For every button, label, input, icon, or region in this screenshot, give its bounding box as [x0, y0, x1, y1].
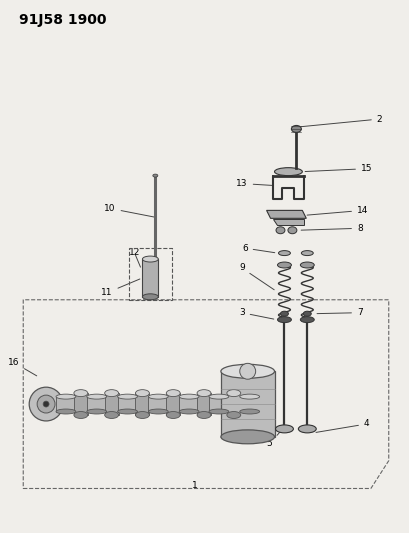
- Text: 2: 2: [300, 115, 382, 127]
- Circle shape: [43, 401, 49, 407]
- Ellipse shape: [303, 311, 310, 316]
- Polygon shape: [272, 219, 303, 225]
- Ellipse shape: [104, 390, 118, 397]
- Bar: [166, 393, 180, 415]
- Ellipse shape: [300, 317, 313, 322]
- Text: 6: 6: [241, 244, 274, 253]
- Ellipse shape: [277, 262, 291, 268]
- Ellipse shape: [74, 390, 88, 397]
- Bar: [179, 397, 198, 411]
- Ellipse shape: [209, 409, 228, 414]
- Ellipse shape: [179, 394, 198, 399]
- Ellipse shape: [166, 390, 180, 397]
- Text: 1: 1: [192, 481, 198, 490]
- Bar: [209, 397, 228, 411]
- Ellipse shape: [117, 409, 137, 414]
- Ellipse shape: [220, 430, 274, 444]
- Bar: [142, 259, 158, 297]
- Ellipse shape: [280, 311, 288, 316]
- Bar: [220, 372, 274, 437]
- Text: 11: 11: [101, 279, 139, 297]
- Ellipse shape: [135, 411, 149, 418]
- Ellipse shape: [300, 262, 313, 268]
- Text: 14: 14: [306, 206, 367, 215]
- Circle shape: [37, 395, 55, 413]
- Bar: [128, 248, 172, 300]
- Ellipse shape: [153, 259, 157, 262]
- Ellipse shape: [166, 411, 180, 418]
- Text: 16: 16: [8, 358, 37, 376]
- Ellipse shape: [239, 409, 259, 414]
- Ellipse shape: [117, 394, 137, 399]
- Text: 7: 7: [316, 308, 362, 317]
- Bar: [135, 393, 149, 415]
- Ellipse shape: [142, 294, 158, 300]
- Ellipse shape: [291, 125, 301, 132]
- Ellipse shape: [87, 409, 106, 414]
- Polygon shape: [266, 211, 306, 219]
- Ellipse shape: [87, 394, 106, 399]
- Text: 9: 9: [238, 263, 274, 290]
- Ellipse shape: [275, 425, 293, 433]
- Ellipse shape: [135, 390, 149, 397]
- Text: 12: 12: [128, 248, 139, 256]
- Bar: [197, 393, 211, 415]
- Ellipse shape: [274, 168, 301, 175]
- Ellipse shape: [56, 409, 76, 414]
- Ellipse shape: [148, 394, 168, 399]
- Bar: [87, 397, 106, 411]
- Ellipse shape: [301, 251, 312, 256]
- Ellipse shape: [179, 409, 198, 414]
- Ellipse shape: [148, 409, 168, 414]
- Ellipse shape: [74, 411, 88, 418]
- Ellipse shape: [287, 227, 296, 234]
- Ellipse shape: [209, 394, 228, 399]
- Text: 4: 4: [315, 419, 369, 432]
- Bar: [117, 397, 137, 411]
- Ellipse shape: [226, 411, 240, 418]
- Circle shape: [239, 364, 255, 379]
- Ellipse shape: [220, 365, 274, 378]
- Bar: [104, 393, 118, 415]
- Ellipse shape: [239, 394, 259, 399]
- Text: 8: 8: [300, 224, 362, 233]
- Text: 15: 15: [304, 164, 371, 173]
- Text: 3: 3: [238, 308, 273, 319]
- Ellipse shape: [278, 251, 290, 256]
- Ellipse shape: [298, 425, 315, 433]
- Ellipse shape: [226, 390, 240, 397]
- Circle shape: [29, 387, 63, 421]
- Ellipse shape: [104, 411, 118, 418]
- Text: 91J58 1900: 91J58 1900: [19, 13, 106, 27]
- Bar: [226, 393, 240, 415]
- Bar: [239, 397, 259, 411]
- Ellipse shape: [277, 317, 291, 322]
- Text: 13: 13: [236, 179, 271, 188]
- Ellipse shape: [197, 411, 211, 418]
- Ellipse shape: [142, 256, 158, 262]
- Text: 5: 5: [266, 429, 282, 448]
- Text: 10: 10: [104, 204, 155, 217]
- Ellipse shape: [275, 227, 284, 234]
- Ellipse shape: [197, 390, 211, 397]
- Ellipse shape: [56, 394, 76, 399]
- Ellipse shape: [153, 174, 157, 177]
- Bar: [148, 397, 168, 411]
- Bar: [56, 397, 76, 411]
- Bar: [74, 393, 88, 415]
